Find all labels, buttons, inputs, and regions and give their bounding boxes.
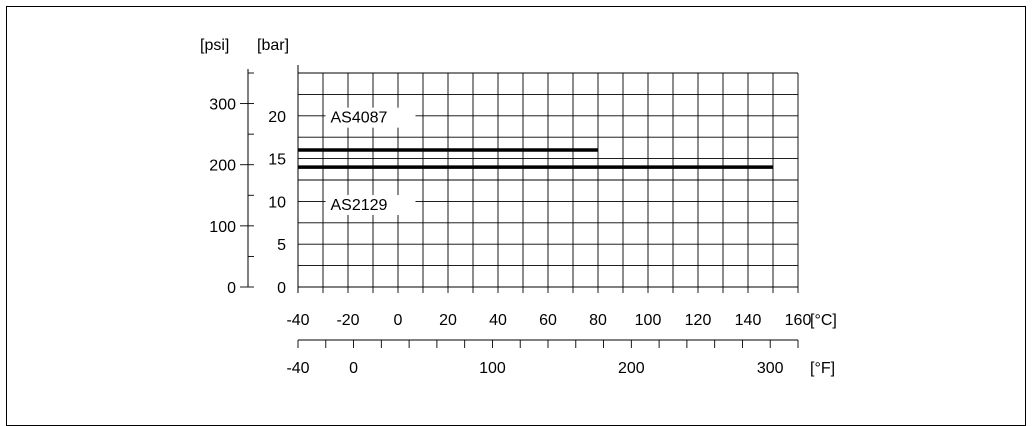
- celsius-tick-label: 60: [539, 312, 557, 329]
- celsius-axis-unit: [°C]: [810, 312, 837, 329]
- bar-tick-label: 15: [268, 152, 286, 169]
- bar-tick-label: 5: [277, 237, 286, 254]
- fahrenheit-tick-label: 0: [349, 360, 358, 377]
- celsius-tick-label: 20: [439, 312, 457, 329]
- celsius-tick-label: 140: [735, 312, 762, 329]
- celsius-tick-label: 100: [635, 312, 662, 329]
- celsius-tick-label: 160: [785, 312, 812, 329]
- fahrenheit-tick-label: 300: [757, 360, 784, 377]
- psi-tick-label: 200: [209, 158, 236, 175]
- psi-tick-label: 0: [227, 280, 236, 297]
- series-label-as4087: AS4087: [331, 110, 388, 127]
- bar-tick-label: 20: [268, 109, 286, 126]
- celsius-tick-label: 80: [589, 312, 607, 329]
- psi-axis-unit: [psi]: [200, 37, 229, 54]
- celsius-tick-label: -20: [336, 312, 359, 329]
- series-label-background: [325, 107, 416, 128]
- bar-axis-unit: [bar]: [257, 37, 289, 54]
- celsius-tick-label: -40: [286, 312, 309, 329]
- fahrenheit-tick-label: 200: [618, 360, 645, 377]
- celsius-tick-label: 120: [685, 312, 712, 329]
- fahrenheit-tick-label: 100: [479, 360, 506, 377]
- fahrenheit-tick-label: -40: [286, 360, 309, 377]
- series-label-as2129: AS2129: [331, 197, 388, 214]
- series-label-background: [325, 194, 416, 215]
- bar-tick-label: 0: [277, 280, 286, 297]
- fahrenheit-axis-unit: [°F]: [810, 360, 835, 377]
- bar-tick-label: 10: [268, 194, 286, 211]
- celsius-tick-label: 0: [394, 312, 403, 329]
- psi-tick-label: 300: [209, 97, 236, 114]
- psi-tick-label: 100: [209, 219, 236, 236]
- celsius-tick-label: 40: [489, 312, 507, 329]
